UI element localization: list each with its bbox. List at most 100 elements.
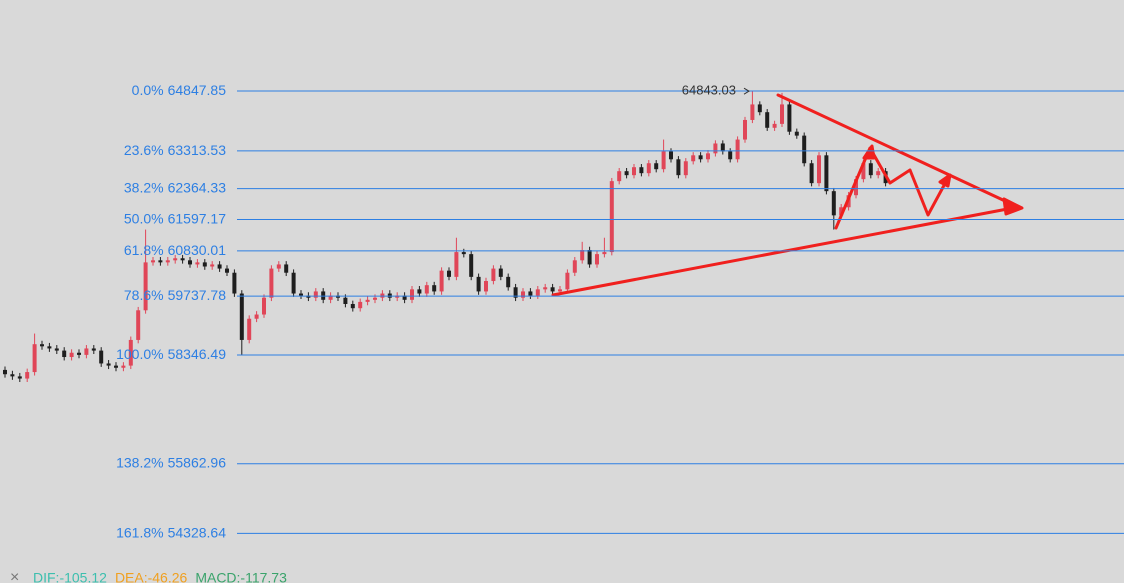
fib-label: 138.2% 55862.96 <box>116 454 226 470</box>
fib-price: 59737.78 <box>168 287 227 303</box>
candle-body <box>854 179 858 196</box>
arrow-head <box>862 144 876 160</box>
candle-body <box>794 131 799 136</box>
fib-percent: 0.0% <box>132 82 164 98</box>
candle-body <box>632 167 636 176</box>
fib-price: 61597.17 <box>168 210 227 226</box>
candle-body <box>299 293 303 296</box>
fib-label: 38.2% 62364.33 <box>124 179 226 195</box>
fib-price: 62364.33 <box>168 179 227 195</box>
candle-body <box>336 295 340 298</box>
max-marker: 64843.03 <box>682 83 736 98</box>
arrow-head <box>938 173 952 188</box>
fib-price: 54328.64 <box>168 524 227 540</box>
candle-body <box>617 171 622 182</box>
candle-body <box>328 295 333 300</box>
candle-body <box>824 155 829 192</box>
candle-body <box>698 155 703 160</box>
fib-percent: 23.6% <box>124 142 164 158</box>
fib-label: 61.8% 60830.01 <box>124 242 226 258</box>
indicator-label: DEA:-46.26 <box>115 570 188 583</box>
candle-body <box>587 250 592 265</box>
fib-label: 78.6% 59737.78 <box>124 287 226 303</box>
fib-price: 60830.01 <box>168 242 227 258</box>
candle-body <box>831 191 836 216</box>
close-icon[interactable]: × <box>10 569 19 583</box>
candle-body <box>868 163 873 176</box>
indicator-label: MACD:-117.73 <box>195 570 287 583</box>
candle-body <box>217 264 222 269</box>
candle-body <box>691 155 696 162</box>
candle-body <box>99 350 104 364</box>
candle-body <box>639 167 644 174</box>
candle-body <box>624 171 629 176</box>
candle-body <box>343 297 348 304</box>
candle-body <box>17 376 22 379</box>
candle-body <box>572 260 577 273</box>
candle-body <box>780 104 784 124</box>
fib-price: 63313.53 <box>168 142 227 158</box>
candle-body <box>247 318 252 340</box>
candle-body <box>469 254 474 277</box>
candle-body <box>543 287 548 290</box>
candle-body <box>609 181 614 253</box>
fib-percent: 78.6% <box>124 287 164 303</box>
candle-body <box>121 365 126 368</box>
candle-body <box>713 143 718 154</box>
candle-body <box>602 252 607 255</box>
candle-body <box>876 171 881 176</box>
fib-label: 23.6% 63313.53 <box>124 142 226 158</box>
candle-body <box>158 260 163 263</box>
candle-body <box>765 112 770 128</box>
fib-percent: 38.2% <box>124 179 164 195</box>
candle-body <box>402 295 407 300</box>
candle-body <box>484 281 488 292</box>
candle-body <box>461 252 466 255</box>
candle-body <box>454 252 459 277</box>
candle-body <box>595 254 599 265</box>
candle-body <box>735 139 740 160</box>
candle-body <box>69 352 74 358</box>
fib-percent: 50.0% <box>124 210 164 226</box>
candle-body <box>47 346 52 349</box>
candle-body <box>188 260 192 265</box>
fib-percent: 138.2% <box>116 454 163 470</box>
candle-body <box>498 268 503 277</box>
candle-body <box>262 297 266 315</box>
candle-body <box>513 287 518 298</box>
candle-body <box>173 258 178 261</box>
candle-body <box>143 262 148 311</box>
fib-label: 161.8% 54328.64 <box>116 524 226 540</box>
candle-body <box>10 374 15 377</box>
candle-body <box>535 289 540 296</box>
candle-body <box>114 365 118 368</box>
candle-body <box>676 159 681 176</box>
candle-body <box>395 295 400 298</box>
candle-body <box>476 276 481 292</box>
candle-body <box>239 293 244 340</box>
candle-body <box>136 310 141 340</box>
max-arrow <box>743 87 750 95</box>
fib-percent: 161.8% <box>116 524 163 540</box>
candle-body <box>720 143 725 152</box>
candle-body <box>654 163 659 170</box>
candle-body <box>276 264 281 269</box>
candle-body <box>661 151 666 170</box>
candle-body <box>3 369 7 375</box>
candle-body <box>817 155 821 184</box>
candle-body <box>439 270 444 292</box>
fib-percent: 100.0% <box>116 346 163 362</box>
candle-body <box>202 262 207 267</box>
candle-body <box>839 207 844 216</box>
candle-body <box>809 163 814 184</box>
candle-body <box>646 163 651 174</box>
candle-body <box>180 258 185 261</box>
candle-body <box>77 352 81 355</box>
candle-body <box>521 291 525 298</box>
candle-body <box>565 272 570 290</box>
candle-body <box>861 163 866 180</box>
fib-label: 0.0% 64847.85 <box>132 82 227 98</box>
candle-body <box>683 161 688 176</box>
